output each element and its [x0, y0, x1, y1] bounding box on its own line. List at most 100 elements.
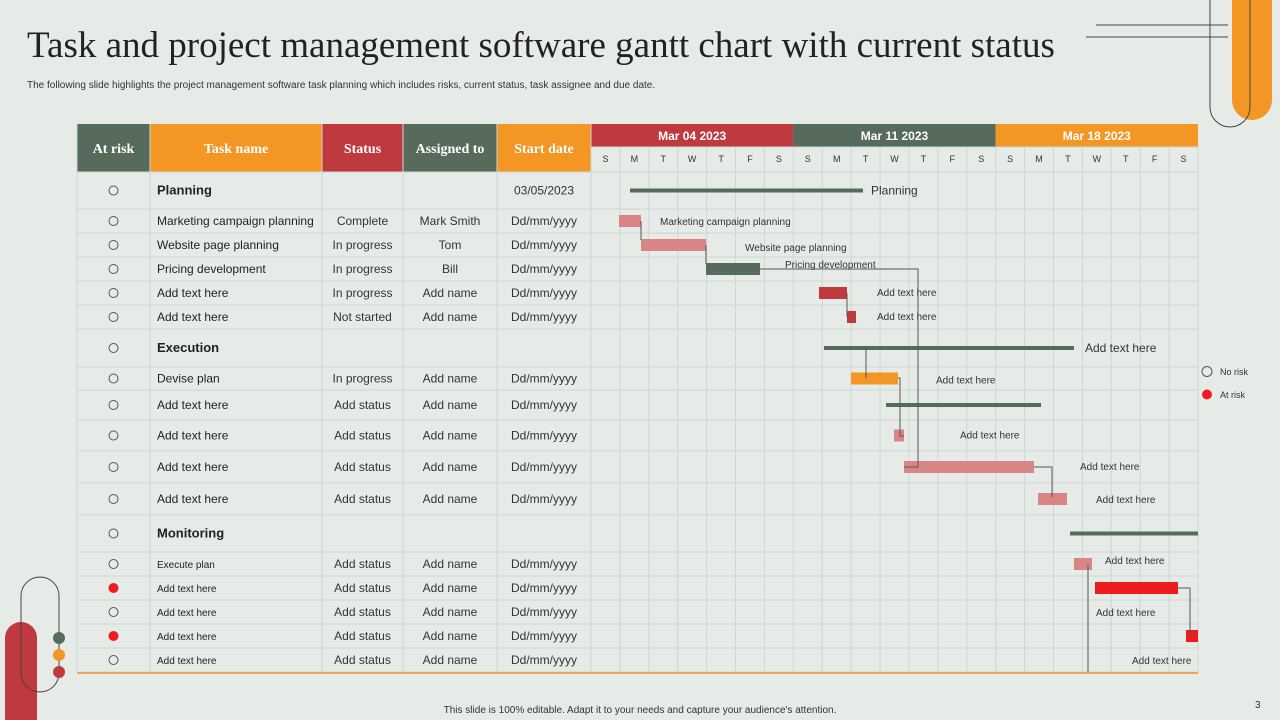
header-at-risk-cell [77, 124, 150, 172]
task-status: Add status [334, 492, 391, 506]
page-number: 3 [1255, 700, 1261, 711]
task-status: In progress [332, 238, 392, 252]
day-label: W [890, 154, 899, 164]
deco-orange-pill [1232, 0, 1272, 120]
task-assignee: Add name [423, 581, 478, 595]
task-bar [1074, 558, 1092, 570]
task-status: Add status [334, 629, 391, 643]
bar-label: Add text here [877, 312, 937, 323]
task-name: Execute plan [157, 560, 215, 571]
task-start-date: Dd/mm/yyyy [511, 460, 577, 474]
task-start-date: 03/05/2023 [514, 184, 574, 198]
task-bar [894, 429, 904, 442]
summary-bar [630, 188, 863, 193]
task-assignee: Add name [423, 629, 478, 643]
week-header-label: Mar 04 2023 [658, 129, 726, 143]
task-start-date: Dd/mm/yyyy [511, 557, 577, 571]
task-name: Add text here [157, 310, 229, 324]
footer-text: This slide is 100% editable. Adapt it to… [443, 705, 837, 716]
task-bar [619, 215, 641, 227]
bar-label: Add text here [1132, 656, 1192, 667]
task-status: Add status [334, 653, 391, 667]
week-header-cell [995, 124, 1198, 147]
connector-line [760, 268, 919, 468]
task-name: Devise plan [157, 372, 220, 386]
legend-at-risk-icon [1202, 389, 1212, 400]
task-name: Add text here [157, 398, 229, 412]
task-start-date: Dd/mm/yyyy [511, 605, 577, 619]
task-start-date: Dd/mm/yyyy [511, 286, 577, 300]
risk-indicator [108, 430, 119, 441]
bar-label: Add text here [1096, 495, 1156, 506]
task-name: Add text here [157, 429, 229, 443]
slide-subtitle: The following slide highlights the proje… [27, 80, 656, 91]
task-assignee: Bill [442, 262, 458, 276]
task-start-date: Dd/mm/yyyy [511, 372, 577, 386]
task-name: Website page planning [157, 238, 279, 252]
task-name: Add text here [157, 460, 229, 474]
task-status: In progress [332, 286, 392, 300]
header-start-date-cell [497, 124, 591, 172]
day-label: S [602, 154, 608, 164]
task-bar [1095, 582, 1178, 594]
task-assignee: Add name [423, 653, 478, 667]
risk-indicator [108, 343, 119, 353]
header-task-name-cell [150, 124, 322, 172]
day-label: M [631, 154, 639, 164]
task-assignee: Add name [423, 372, 478, 386]
day-label: T [661, 154, 667, 164]
risk-indicator [108, 494, 119, 504]
risk-indicator [108, 240, 119, 250]
task-assignee: Add name [423, 492, 478, 506]
task-bar [847, 311, 856, 323]
task-status: Add status [334, 581, 391, 595]
day-label: W [1093, 154, 1102, 164]
task-assignee: Add name [423, 310, 478, 324]
day-label: S [978, 154, 984, 164]
header-status: Status [344, 142, 382, 157]
task-start-date: Dd/mm/yyyy [511, 429, 577, 443]
legend-no-risk-label: No risk [1220, 367, 1249, 377]
day-label: M [833, 154, 841, 164]
task-start-date: Dd/mm/yyyy [511, 581, 577, 595]
day-label: M [1035, 154, 1043, 164]
day-label: T [921, 154, 927, 164]
task-assignee: Add name [423, 286, 478, 300]
bar-label: Pricing development [785, 260, 876, 271]
header-assigned-to: Assigned to [416, 142, 485, 157]
task-name: Add text here [157, 656, 217, 667]
task-assignee: Add name [423, 429, 478, 443]
task-start-date: Dd/mm/yyyy [511, 492, 577, 506]
risk-indicator [108, 185, 119, 196]
task-start-date: Dd/mm/yyyy [511, 214, 577, 228]
task-name: Add text here [157, 584, 217, 595]
risk-indicator [108, 462, 119, 472]
bar-label: Add text here [960, 431, 1020, 442]
week-header-cell [793, 124, 996, 147]
connector-line [1178, 587, 1191, 636]
day-label: S [1007, 154, 1013, 164]
task-bar [1038, 493, 1067, 505]
bar-label: Add text here [877, 288, 937, 299]
task-bar [706, 263, 760, 275]
risk-indicator [108, 373, 119, 384]
task-start-date: Dd/mm/yyyy [511, 653, 577, 667]
group-name: Monitoring [157, 526, 224, 541]
deco-dot [53, 632, 65, 644]
risk-indicator [108, 655, 119, 665]
task-bar [851, 372, 898, 385]
day-label: S [1181, 154, 1187, 164]
header-task-name: Task name [204, 142, 268, 157]
deco-orange-pill-top [1232, 0, 1272, 28]
legend-at-risk-label: At risk [1220, 390, 1246, 400]
bar-label: Add text here [1105, 556, 1165, 567]
connector-line [1034, 466, 1053, 497]
task-start-date: Dd/mm/yyyy [511, 310, 577, 324]
task-assignee: Add name [423, 605, 478, 619]
risk-indicator [108, 216, 119, 226]
bar-label: Add text here [1085, 341, 1157, 355]
task-name: Pricing development [157, 262, 266, 276]
task-status: Not started [333, 310, 392, 324]
bar-label: Planning [871, 184, 918, 198]
risk-indicator [108, 631, 119, 641]
